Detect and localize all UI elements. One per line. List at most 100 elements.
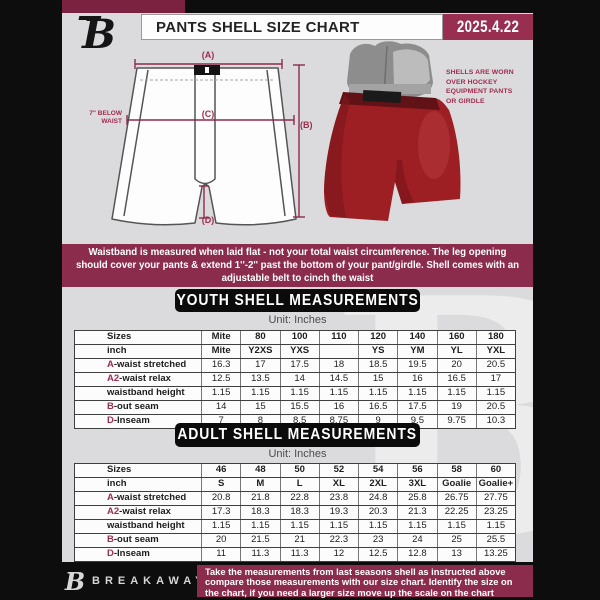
table-cell: 22.8	[279, 492, 319, 505]
row-label: B-out seam	[107, 401, 159, 412]
table-cell: 17	[475, 373, 515, 386]
table-cell: 52	[318, 464, 358, 477]
adult-section-heading: ADULT SHELL MEASUREMENTS	[175, 423, 420, 447]
table-cell: 1.15	[436, 387, 476, 400]
measure-label-a: (A)	[201, 50, 215, 60]
table-cell: 25.8	[397, 492, 436, 505]
table-cell	[318, 345, 358, 358]
table-row: A-waist stretched 16.3 17 17.5 18 18.5 19.5 20 2…	[75, 359, 515, 373]
table-cell: 54	[358, 464, 397, 477]
table-cell: 11.3	[279, 548, 319, 561]
row-label: A2-waist relax	[107, 373, 171, 384]
table-cell: 26.75	[436, 492, 476, 505]
youth-section-heading: YOUTH SHELL MEASUREMENTS	[175, 289, 420, 312]
table-cell: 17.3	[201, 506, 240, 519]
table-cell: 1.15	[240, 520, 279, 533]
table-cell: 16.3	[201, 359, 240, 372]
youth-size-table: Sizes Mite 80 100 110 120 140 160 180 inch Mite Y2X…	[74, 330, 516, 429]
table-cell: 1.15	[358, 520, 397, 533]
table-cell: 9	[358, 415, 397, 428]
row-label: D-Inseam	[107, 548, 150, 559]
measure-label-d: (D)	[201, 215, 215, 225]
table-row: B-out seam 20 21.5 21 22.3 23 24 25 25.5	[75, 534, 515, 548]
table-row: inch S M L XL 2XL 3XL Goalie Goalie+	[75, 478, 515, 492]
table-cell: 27.75	[475, 492, 515, 505]
adult-size-table: Sizes 46 48 50 52 54 56 58 60 inch S M L XL 2XL 3XL Goal…	[74, 463, 516, 562]
table-cell: 22.25	[436, 506, 476, 519]
row-label: D-Inseam	[107, 415, 150, 426]
table-cell: 1.15	[475, 387, 515, 400]
row-label: inch	[107, 478, 127, 489]
table-cell: 20	[201, 534, 240, 547]
table-cell: 18.5	[358, 359, 397, 372]
table-cell: 11.3	[240, 548, 279, 561]
table-cell: 56	[397, 464, 436, 477]
table-cell: Goalie+	[475, 478, 515, 491]
table-cell: YM	[397, 345, 436, 358]
table-cell: 20.5	[475, 359, 515, 372]
table-cell: 9.75	[436, 415, 476, 428]
breakaway-logo-icon: B	[78, 11, 118, 62]
table-cell: 1.15	[318, 387, 358, 400]
youth-heading-text: YOUTH SHELL MEASUREMENTS	[176, 291, 419, 309]
table-cell: 120	[358, 331, 397, 344]
row-label-letter: D	[107, 548, 114, 559]
row-label-letter: A	[107, 359, 114, 370]
table-cell: 21.8	[240, 492, 279, 505]
table-cell: 17.5	[397, 401, 436, 414]
row-label-letter: D	[107, 415, 114, 426]
row-label: waistband height	[107, 387, 185, 398]
row-label: B-out seam	[107, 534, 159, 545]
table-cell: Goalie	[436, 478, 476, 491]
row-label-letter: B	[107, 534, 114, 545]
table-cell: 12.5	[201, 373, 240, 386]
table-cell: 13	[436, 548, 476, 561]
table-row: waistband height 1.15 1.15 1.15 1.15 1.15 1.15…	[75, 520, 515, 534]
table-cell: 20.3	[358, 506, 397, 519]
table-cell: 8	[240, 415, 279, 428]
table-cell: 12.5	[358, 548, 397, 561]
table-cell: 8.5	[279, 415, 319, 428]
table-row: Sizes 46 48 50 52 54 56 58 60	[75, 464, 515, 478]
table-cell: 20	[436, 359, 476, 372]
date-badge: 2025.4.22	[443, 14, 533, 40]
footer: B BREAKAWAY Take the measurements from l…	[0, 562, 600, 600]
row-label-letter: A2	[107, 506, 120, 517]
table-cell: 12	[318, 548, 358, 561]
row-label: waistband height	[107, 520, 185, 531]
table-cell: 18.3	[279, 506, 319, 519]
table-cell: 1.15	[318, 520, 358, 533]
row-label: Sizes	[107, 464, 132, 475]
table-cell: 50	[279, 464, 319, 477]
table-cell: 12.8	[397, 548, 436, 561]
row-label: Sizes	[107, 331, 132, 342]
table-cell: 15.5	[279, 401, 319, 414]
table-cell: 15	[358, 373, 397, 386]
table-cell: 14.5	[318, 373, 358, 386]
row-label: A-waist stretched	[107, 492, 187, 503]
table-cell: YS	[358, 345, 397, 358]
shorts-measurement-diagram	[111, 41, 461, 226]
table-cell: 13.5	[240, 373, 279, 386]
table-cell: 1.15	[201, 387, 240, 400]
table-cell: 13.25	[475, 548, 515, 561]
row-label: A2-waist relax	[107, 506, 171, 517]
table-cell: 14	[201, 401, 240, 414]
table-cell: 1.15	[397, 520, 436, 533]
table-cell: M	[240, 478, 279, 491]
table-cell: 19.5	[397, 359, 436, 372]
table-cell: 100	[279, 331, 319, 344]
table-cell: 16	[318, 401, 358, 414]
photo-note: SHELLS ARE WORN OVER HOCKEY EQUIPMENT PA…	[446, 69, 514, 105]
table-cell: YXL	[475, 345, 515, 358]
table-cell: 58	[436, 464, 476, 477]
shell-photo	[324, 41, 461, 221]
table-cell: 24	[397, 534, 436, 547]
row-label: inch	[107, 345, 127, 356]
table-cell: 1.15	[201, 520, 240, 533]
table-cell: 3XL	[397, 478, 436, 491]
measure-label-b: (B)	[300, 120, 313, 130]
youth-unit-label: Unit: Inches	[268, 314, 327, 326]
table-cell: 180	[475, 331, 515, 344]
